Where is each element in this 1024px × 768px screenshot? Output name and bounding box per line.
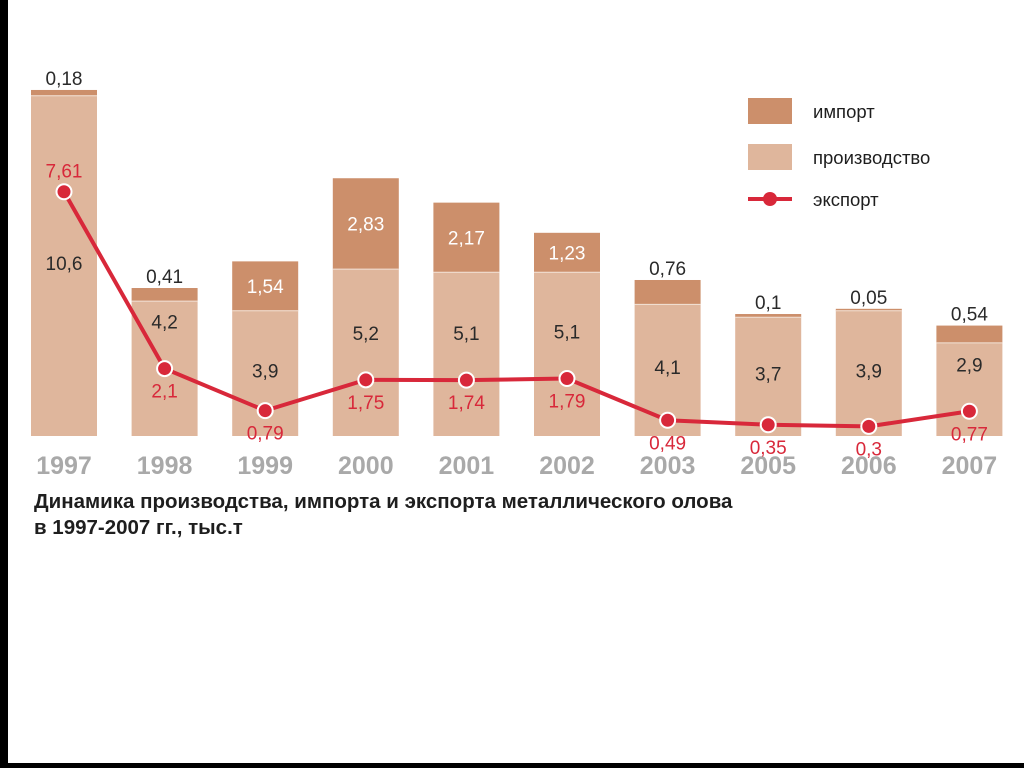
import-bar-2007 <box>936 325 1003 343</box>
export-point-2001 <box>457 371 475 389</box>
year-label-2006: 2006 <box>841 452 897 480</box>
export-line <box>62 190 970 429</box>
production-value-label-2005: 3,7 <box>755 365 781 386</box>
production-bar-2006 <box>835 310 902 436</box>
import-bar-2003 <box>634 279 701 305</box>
production-bar-2000 <box>332 269 399 436</box>
export-value-label-2003: 0,49 <box>649 433 686 454</box>
import-value-label-2005: 0,1 <box>755 293 781 314</box>
year-label-1998: 1998 <box>137 452 193 480</box>
import-bar-1998 <box>131 288 198 302</box>
year-label-2007: 2007 <box>942 452 998 480</box>
production-value-label-2003: 4,1 <box>654 358 680 379</box>
import-bar-2002 <box>534 232 600 273</box>
legend-import-label: импорт <box>813 101 875 122</box>
caption-line-2: в 1997-2007 гг., тыс.т <box>34 516 243 539</box>
production-value-label-1997: 10,6 <box>46 254 83 275</box>
production-value-label-2007: 2,9 <box>956 355 982 376</box>
export-point-2007 <box>960 402 978 420</box>
production-bar-2001 <box>433 272 500 436</box>
import-value-label-2006: 0,05 <box>850 288 887 309</box>
year-label-1999: 1999 <box>237 452 293 480</box>
export-value-label-1999: 0,79 <box>247 424 284 445</box>
legend-production-label: производство <box>813 147 930 168</box>
slide: 0,18 10,6 1997 0,41 4,2 1998 1,54 3,9 1999 2,83 5,… <box>8 0 1024 763</box>
export-value-label-2000: 1,75 <box>347 393 384 414</box>
import-value-label-1997: 0,18 <box>46 69 83 90</box>
legend-export-swatch-marker <box>763 192 777 206</box>
legend-export-label: экспорт <box>813 189 879 210</box>
production-bar-2007 <box>936 342 1003 436</box>
export-value-label-1997: 7,61 <box>46 162 83 183</box>
production-value-label-1999: 3,9 <box>252 361 278 382</box>
import-value-label-2002: 1,23 <box>549 244 586 265</box>
chart: 0,18 10,6 1997 0,41 4,2 1998 1,54 3,9 1999 2,83 5,… <box>31 69 1003 480</box>
year-label-2002: 2002 <box>539 452 595 480</box>
import-bar-1999 <box>232 261 299 311</box>
import-value-label-2000: 2,83 <box>347 215 384 236</box>
export-value-label-1998: 2,1 <box>151 382 177 403</box>
export-value-label-2006: 0,3 <box>856 439 882 460</box>
production-bar-2005 <box>735 317 802 436</box>
import-bar-2000 <box>332 178 399 270</box>
import-bar-2001 <box>433 202 500 273</box>
production-value-label-2001: 5,1 <box>453 324 479 345</box>
export-value-label-2002: 1,79 <box>549 392 586 413</box>
export-value-label-2001: 1,74 <box>448 393 485 414</box>
export-point-2006 <box>860 417 878 435</box>
production-bar-2002 <box>534 272 600 436</box>
chart-caption: Динамика производства, импорта и экспорт… <box>34 489 984 541</box>
export-value-label-2007: 0,77 <box>951 424 988 445</box>
export-point-2005 <box>759 416 777 434</box>
legend-production-swatch <box>748 144 792 170</box>
year-label-2003: 2003 <box>640 452 696 480</box>
import-value-label-2003: 0,76 <box>649 259 686 280</box>
import-value-label-1998: 0,41 <box>146 267 183 288</box>
production-value-label-2002: 5,1 <box>554 323 580 344</box>
export-point-2003 <box>659 411 677 429</box>
production-value-label-1998: 4,2 <box>151 313 177 334</box>
export-point-1997 <box>55 183 73 201</box>
export-point-1999 <box>256 402 274 420</box>
import-bar-2005 <box>735 314 802 318</box>
production-value-label-2006: 3,9 <box>856 361 882 382</box>
import-value-label-2001: 2,17 <box>448 228 485 249</box>
import-value-label-1999: 1,54 <box>247 277 284 298</box>
export-point-2000 <box>357 371 375 389</box>
year-label-2001: 2001 <box>439 452 495 480</box>
export-point-2002 <box>558 370 576 388</box>
import-bar-2006 <box>835 308 902 311</box>
year-label-2005: 2005 <box>740 452 796 480</box>
year-label-1997: 1997 <box>36 452 92 480</box>
production-value-label-2000: 5,2 <box>353 324 379 345</box>
import-bar-1997 <box>31 89 97 96</box>
production-bar-1997 <box>31 95 97 437</box>
import-value-label-2007: 0,54 <box>951 305 988 326</box>
legend-import-swatch <box>748 98 792 124</box>
caption-line-1: Динамика производства, импорта и экспорт… <box>34 490 733 513</box>
export-point-1998 <box>156 360 174 378</box>
year-label-2000: 2000 <box>338 452 394 480</box>
export-value-label-2005: 0,35 <box>750 438 787 459</box>
